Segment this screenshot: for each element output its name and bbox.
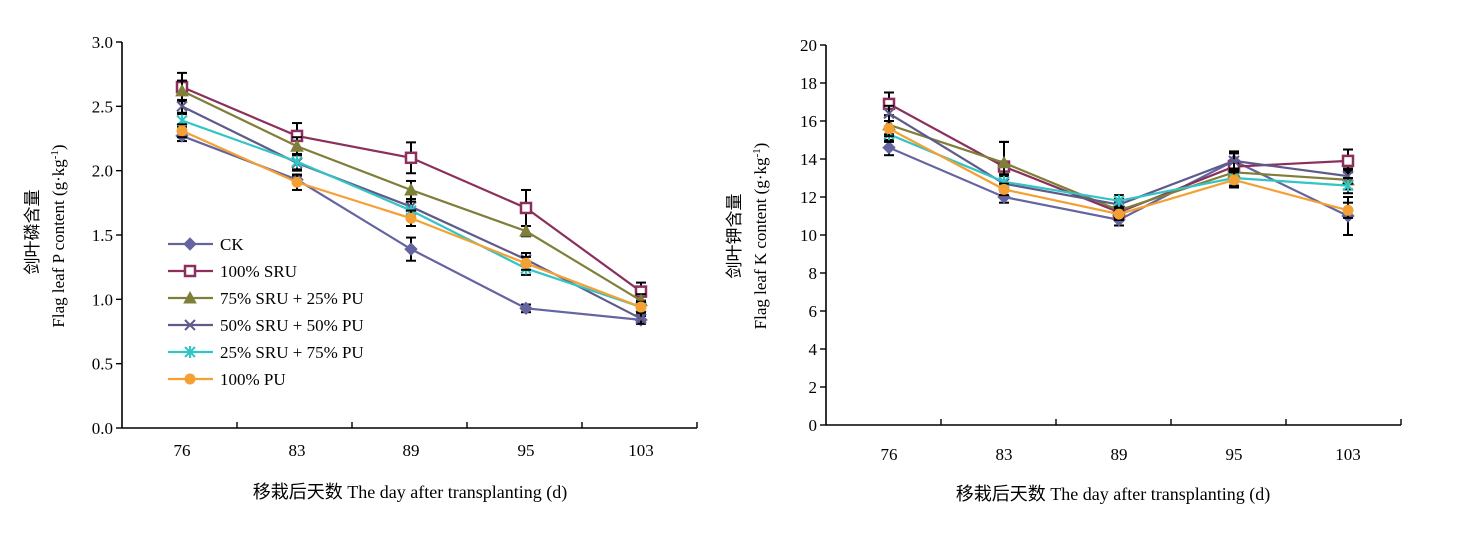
y-tick-label-p: 0.5	[92, 355, 113, 374]
chart-p-content: 0.0 0.5 1.0 1.5 2.0 2.5 3.0 76 83 89 95 103 CK 100% …	[23, 33, 698, 503]
chart-k-content: 0 2 4 6 8 10 12 14 16 18 20 76 83 89 95 103 剑叶钾含量 Flag …	[725, 36, 1402, 505]
legend-swatch-marker	[184, 346, 196, 358]
ylabel-en-k-main: Flag leaf K content (g·kg	[751, 157, 770, 329]
point-75pct-sru-25pct-pu	[519, 224, 533, 237]
point-100pct-sru	[1341, 154, 1355, 168]
xlabel-p: 移栽后天数 The day after transplanting (d)	[253, 482, 567, 503]
x-tick-label-p: 76	[174, 441, 191, 460]
ylabel-cn-k: 剑叶钾含量	[725, 194, 744, 279]
legend-label: CK	[220, 235, 244, 254]
ylabel-en-p-close: )	[49, 144, 68, 150]
series-p-100pct-pu	[176, 123, 647, 314]
legend-item-100pct-pu: 100% PU	[168, 370, 286, 389]
point-ck	[882, 140, 896, 155]
point-100pct-pu	[1342, 204, 1354, 216]
y-tick-label-k: 12	[800, 188, 817, 207]
legend-swatch-marker	[184, 319, 196, 331]
point-100pct-sru	[404, 151, 418, 165]
point-100pct-pu	[291, 176, 303, 188]
y-tick-label-p: 2.0	[92, 162, 113, 181]
y-tick-label-k: 8	[809, 264, 818, 283]
point-100pct-pu	[1113, 208, 1125, 220]
point-ck	[404, 242, 418, 256]
legend-swatch-marker	[184, 373, 196, 385]
y-tick-label-p: 1.0	[92, 290, 113, 309]
legend-p: CK 100% SRU 75% SRU + 25% PU 50% SRU + 50% …	[168, 235, 364, 389]
legend-label: 100% PU	[220, 370, 286, 389]
point-50pct-sru-50pct-pu	[883, 107, 895, 120]
point-75pct-sru-25pct-pu	[290, 139, 304, 152]
x-tick-label-k: 76	[881, 445, 898, 464]
point-25pct-sru-75pct-pu	[1342, 179, 1354, 192]
ylabel-en-p: Flag leaf P content (g·kg-1)	[49, 144, 68, 327]
x-tick-label-p: 103	[628, 441, 654, 460]
point-25pct-sru-75pct-pu	[291, 155, 303, 168]
legend-item-100pct-sru: 100% SRU	[168, 262, 297, 281]
point-100pct-pu	[1228, 174, 1240, 186]
series-lines-p	[175, 71, 648, 327]
ylabel-en-p-sup: -1	[49, 150, 61, 159]
y-tick-label-k: 10	[800, 226, 817, 245]
axes-k: 0 2 4 6 8 10 12 14 16 18 20 76 83 89 95 103	[800, 36, 1402, 464]
y-tick-label-k: 18	[800, 74, 817, 93]
legend-swatch-marker	[183, 237, 197, 251]
point-50pct-sru-50pct-pu	[176, 100, 188, 113]
legend-item-75pct-sru-25pct-pu: 75% SRU + 25% PU	[168, 289, 364, 308]
point-75pct-sru-25pct-pu	[175, 83, 189, 97]
point-100pct-pu	[176, 125, 188, 137]
ylabel-en-k-sup: -1	[751, 148, 763, 157]
point-50pct-sru-50pct-pu	[1228, 155, 1240, 167]
series-lines-k	[882, 91, 1355, 236]
legend-label: 100% SRU	[220, 262, 297, 281]
x-tick-label-p: 83	[289, 441, 306, 460]
x-tick-label-p: 95	[518, 441, 535, 460]
point-ck	[519, 301, 533, 316]
point-100pct-sru	[519, 201, 533, 215]
ylabel-en-k: Flag leaf K content (g·kg-1)	[751, 143, 770, 330]
y-tick-label-k: 16	[800, 112, 817, 131]
point-100pct-pu	[520, 257, 532, 269]
ylabel-en-p-main: Flag leaf P content (g·kg	[49, 159, 68, 328]
point-50pct-sru-50pct-pu	[635, 312, 647, 325]
y-tick-label-p: 2.5	[92, 97, 113, 116]
point-100pct-pu	[635, 301, 647, 313]
point-100pct-pu	[405, 212, 417, 224]
series-k-25pct-sru-75pct-pu	[883, 125, 1354, 208]
series-k-100pct-pu	[883, 120, 1354, 221]
x-tick-label-k: 95	[1226, 445, 1243, 464]
legend-label: 75% SRU + 25% PU	[220, 289, 364, 308]
point-50pct-sru-50pct-pu	[1342, 170, 1354, 182]
y-tick-label-k: 20	[800, 36, 817, 55]
x-tick-label-k: 89	[1111, 445, 1128, 464]
legend-label: 25% SRU + 75% PU	[220, 343, 364, 362]
xlabel-k: 移栽后天数 The day after transplanting (d)	[956, 484, 1270, 505]
point-75pct-sru-25pct-pu	[997, 155, 1011, 169]
legend-item-ck: CK	[168, 235, 244, 254]
legend-swatch-marker	[183, 290, 197, 304]
axes-p: 0.0 0.5 1.0 1.5 2.0 2.5 3.0 76 83 89 95 103	[92, 33, 698, 460]
point-25pct-sru-75pct-pu	[1113, 194, 1125, 207]
y-tick-label-k: 2	[809, 378, 818, 397]
y-tick-label-p: 1.5	[92, 226, 113, 245]
legend-label: 50% SRU + 50% PU	[220, 316, 364, 335]
legend-swatch-marker	[183, 264, 197, 278]
x-tick-label-k: 103	[1335, 445, 1361, 464]
y-tick-label-k: 4	[809, 340, 818, 359]
point-75pct-sru-25pct-pu	[404, 182, 418, 196]
ylabel-cn-p: 剑叶磷含量	[23, 190, 42, 275]
x-tick-label-p: 89	[403, 441, 420, 460]
y-tick-label-k: 14	[800, 150, 818, 169]
point-100pct-pu	[883, 123, 895, 135]
y-tick-label-k: 0	[809, 416, 818, 435]
y-tick-label-k: 6	[809, 302, 818, 321]
legend-item-25pct-sru-75pct-pu: 25% SRU + 75% PU	[168, 343, 364, 362]
y-tick-label-p: 3.0	[92, 33, 113, 52]
legend-item-50pct-sru-50pct-pu: 50% SRU + 50% PU	[168, 316, 364, 335]
ylabel-en-k-close: )	[751, 143, 770, 149]
point-100pct-pu	[998, 183, 1010, 195]
x-tick-label-k: 83	[996, 445, 1013, 464]
y-tick-label-p: 0.0	[92, 419, 113, 438]
